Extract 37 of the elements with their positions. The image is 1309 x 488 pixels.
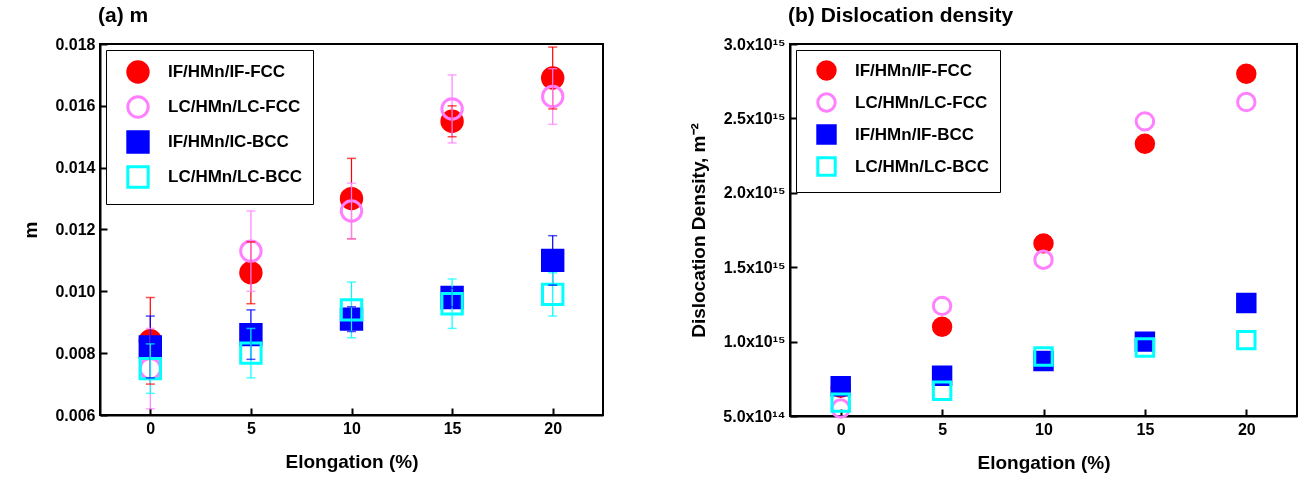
- y-tick-label: 2.5x10¹⁵: [723, 109, 786, 127]
- x-tick-label: 20: [1237, 420, 1256, 438]
- x-tick-label: 0: [836, 420, 846, 438]
- y-tick-label: 1.0x10¹⁵: [723, 333, 786, 351]
- chart-title: (b) Dislocation density: [788, 3, 1014, 26]
- y-tick-label: 0.008: [55, 344, 96, 362]
- y-tick-label: 0.018: [55, 35, 96, 53]
- legend-label: IF/HMn/IF-FCC: [168, 62, 286, 81]
- x-tick-label: 10: [343, 419, 361, 437]
- y-axis-title: m: [20, 221, 42, 239]
- y-tick-label: 0.012: [55, 221, 96, 238]
- x-tick-label: 0: [146, 419, 156, 437]
- x-tick-label: 15: [1136, 420, 1155, 438]
- legend-label: LC/HMn/LC-BCC: [855, 156, 990, 176]
- x-tick-label: 5: [938, 420, 948, 438]
- legend-label: LC/HMn/LC-BCC: [168, 167, 303, 186]
- y-tick-label: 2.0x10¹⁵: [723, 184, 786, 202]
- y-tick-label: 5.0x10¹⁴: [723, 407, 786, 425]
- x-tick-label: 15: [443, 419, 462, 437]
- y-axis-title: Dislocation Density, m⁻²: [688, 123, 710, 338]
- y-tick-label: 0.016: [55, 97, 96, 115]
- legend-label: LC/HMn/LC-FCC: [855, 92, 988, 112]
- legend-label: IF/HMn/IC-BCC: [168, 132, 289, 151]
- y-tick-label: 0.010: [55, 282, 96, 300]
- x-axis-title: Elongation (%): [977, 451, 1111, 473]
- y-tick-label: 1.5x10¹⁵: [723, 258, 786, 276]
- x-tick-label: 10: [1035, 420, 1053, 438]
- chart-title: (a) m: [98, 3, 149, 26]
- legend-label: LC/HMn/LC-FCC: [168, 97, 301, 116]
- y-tick-label: 0.006: [55, 406, 96, 424]
- y-tick-label: 3.0x10¹⁵: [723, 35, 786, 53]
- x-axis-title: Elongation (%): [285, 450, 419, 472]
- legend-label: IF/HMn/IF-BCC: [855, 124, 974, 144]
- x-tick-label: 20: [544, 419, 563, 437]
- y-tick-label: 0.014: [55, 159, 96, 177]
- legend-label: IF/HMn/IF-FCC: [855, 60, 973, 80]
- x-tick-label: 5: [246, 419, 256, 437]
